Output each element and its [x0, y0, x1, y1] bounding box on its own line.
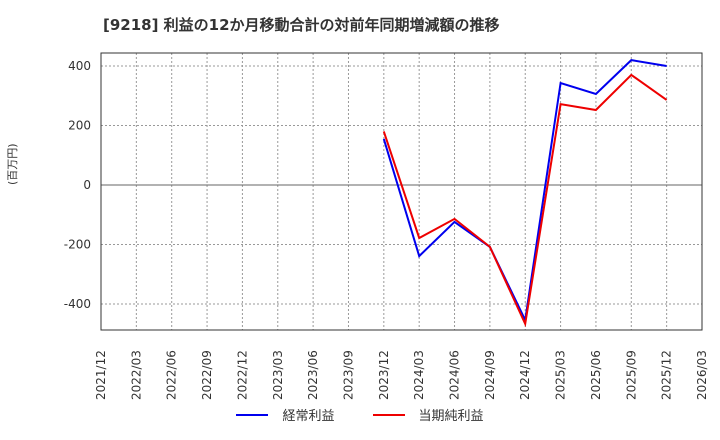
x-tick-label: 2025/06 — [589, 350, 603, 400]
x-tick-label: 2022/12 — [235, 350, 249, 400]
legend: 経常利益 当期純利益 — [0, 405, 720, 424]
x-tick-label: 2022/06 — [165, 350, 179, 400]
x-tick-label: 2026/03 — [695, 350, 709, 400]
x-tick-label: 2023/03 — [271, 350, 285, 400]
chart-title: [9218] 利益の12か月移動合計の対前年同期増減額の推移 — [103, 16, 500, 34]
x-tick-label: 2024/03 — [412, 350, 426, 400]
y-tick-label: -200 — [64, 238, 91, 252]
legend-swatch-red — [372, 413, 405, 416]
plot-frame — [100, 52, 703, 331]
x-tick-label: 2023/12 — [377, 350, 391, 400]
x-tick-label: 2023/06 — [306, 350, 320, 400]
series-line — [382, 73, 668, 328]
series-lines — [382, 59, 668, 328]
y-tick-label: 200 — [68, 119, 91, 133]
legend-item-net-profit: 当期純利益 — [372, 405, 484, 424]
x-tick-label: 2022/09 — [200, 350, 214, 400]
y-tick-label: 0 — [83, 178, 91, 192]
x-tick-label: 2022/03 — [129, 350, 143, 400]
legend-label: 経常利益 — [282, 409, 335, 424]
x-tick-label: 2025/12 — [660, 350, 674, 400]
y-tick-label: -400 — [64, 297, 91, 311]
x-tick-label: 2025/03 — [554, 350, 568, 400]
x-tick-label: 2023/09 — [341, 350, 355, 400]
y-axis-ticks: 400 200 0 -200 -400 — [64, 59, 91, 311]
legend-swatch-blue — [236, 413, 269, 416]
x-axis-ticks: 2021/12 2022/03 2022/06 2022/09 2022/12 2023/… — [94, 350, 709, 400]
x-tick-label: 2024/06 — [448, 350, 462, 400]
x-tick-label: 2024/12 — [518, 350, 532, 400]
legend-item-ordinary-profit: 経常利益 — [236, 405, 335, 424]
x-tick-label: 2024/09 — [483, 350, 497, 400]
legend-label: 当期純利益 — [418, 409, 484, 424]
x-tick-label: 2025/09 — [624, 350, 638, 400]
x-tick-label: 2021/12 — [94, 350, 108, 400]
y-tick-label: 400 — [68, 59, 91, 73]
